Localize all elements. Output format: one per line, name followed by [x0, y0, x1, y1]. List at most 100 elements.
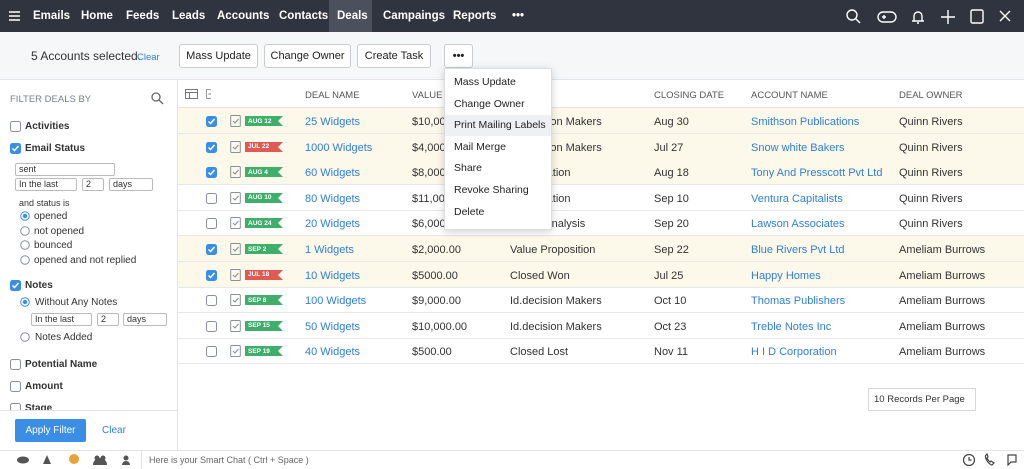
radio[interactable]: [20, 332, 30, 342]
radio-label[interactable]: bounced: [34, 240, 73, 252]
deal-name[interactable]: 40 Widgets: [305, 346, 361, 359]
nav-item[interactable]: Reports: [453, 10, 497, 22]
row-checkbox[interactable]: [206, 346, 217, 358]
nav-item[interactable]: Home: [81, 10, 113, 22]
menu-icon[interactable]: [9, 11, 20, 21]
checkbox[interactable]: [10, 121, 21, 132]
table-row: AUG 460 Widgets$8,000.00QualificationAug…: [178, 159, 1024, 186]
status-label[interactable]: and status is: [19, 198, 70, 208]
menu-item[interactable]: Mass Update: [454, 76, 516, 88]
deal-owner: Quinn Rivers: [899, 116, 963, 128]
deal-name[interactable]: 60 Widgets: [305, 167, 361, 180]
account-name[interactable]: Tony And Presscott Pvt Ltd: [751, 167, 883, 180]
deal-name[interactable]: 1 Widgets: [305, 244, 354, 256]
nav-item[interactable]: Feeds: [126, 10, 160, 22]
radio[interactable]: [20, 225, 30, 236]
row-checkbox[interactable]: [206, 269, 217, 281]
clear-selection[interactable]: Clear: [137, 52, 160, 63]
more-button[interactable]: •••: [444, 44, 473, 68]
filter-option[interactable]: Stage: [25, 403, 53, 414]
radio-label[interactable]: Notes Added: [35, 332, 93, 343]
column-settings[interactable]: [185, 89, 211, 100]
radio[interactable]: [20, 297, 30, 307]
deal-name[interactable]: 1000 Widgets: [305, 141, 373, 154]
unit-select[interactable]: days: [123, 313, 167, 326]
account-name[interactable]: Snow white Bakers: [751, 141, 845, 154]
change-owner-button[interactable]: Change Owner: [264, 44, 351, 68]
status-select[interactable]: sent: [15, 163, 115, 176]
deal-name[interactable]: 100 Widgets: [305, 295, 367, 308]
deal-name[interactable]: 20 Widgets: [305, 218, 361, 231]
nav-item[interactable]: Accounts: [217, 10, 270, 22]
unit-select[interactable]: days: [109, 178, 153, 191]
deal-name[interactable]: 25 Widgets: [305, 116, 361, 128]
period-select[interactable]: In the last: [31, 313, 92, 326]
radio-label[interactable]: Without Any Notes: [35, 297, 118, 308]
row-checkbox[interactable]: [206, 320, 217, 332]
filter-option[interactable]: Notes: [25, 280, 53, 291]
create-task-button[interactable]: Create Task: [357, 44, 431, 68]
menu-item[interactable]: Share: [454, 162, 483, 175]
table-row: AUG 12 25 Widgets $10,000.00 Id.decision Ma…: [178, 108, 1024, 134]
account-name[interactable]: Blue Rivers Pvt Ltd: [751, 244, 845, 256]
radio-label[interactable]: opened: [34, 211, 68, 222]
radio[interactable]: [20, 254, 30, 265]
deal-owner: Ameliam Burrows: [899, 295, 986, 308]
account-name[interactable]: Thomas Publishers: [751, 295, 846, 308]
count-input[interactable]: 2: [82, 178, 104, 191]
mass-update-button[interactable]: Mass Update: [179, 44, 258, 68]
smart-chat[interactable]: Here is your Smart Chat ( Ctrl + Space ): [149, 455, 309, 465]
checkbox[interactable]: [10, 143, 21, 154]
menu-item[interactable]: Change Owner: [454, 97, 525, 110]
menu-item[interactable]: Revoke Sharing: [454, 184, 529, 196]
radio[interactable]: [20, 211, 30, 221]
account-name[interactable]: Ventura Capitalists: [751, 192, 843, 205]
filter-option[interactable]: Activities: [25, 121, 70, 132]
filter-option[interactable]: Potential Name: [25, 359, 98, 370]
row-checkbox[interactable]: [206, 218, 217, 230]
deal-name[interactable]: 80 Widgets: [305, 192, 361, 205]
row-checkbox[interactable]: [206, 192, 217, 204]
filter-option[interactable]: Amount: [25, 381, 63, 392]
closing-date: Jul 27: [654, 141, 684, 154]
filter-search[interactable]: [151, 92, 164, 105]
menu-item[interactable]: Mail Merge: [454, 140, 506, 153]
radio-label[interactable]: opened and not replied: [34, 254, 137, 266]
records-per-page[interactable]: 10 Records Per Page: [868, 388, 976, 411]
account-name[interactable]: Happy Homes: [751, 269, 821, 282]
account-name[interactable]: Lawson Associates: [751, 218, 845, 231]
nav-item[interactable]: •••: [512, 10, 525, 22]
nav-item[interactable]: Emails: [33, 10, 71, 22]
checkbox[interactable]: [10, 280, 21, 291]
row-checkbox[interactable]: [206, 167, 217, 179]
menu-item[interactable]: Delete: [454, 205, 485, 218]
account-name[interactable]: Treble Notes Inc: [751, 320, 832, 333]
account-name[interactable]: Smithson Publications: [751, 116, 860, 128]
deal-name[interactable]: 50 Widgets: [305, 320, 361, 333]
checkbox[interactable]: [10, 359, 21, 370]
row-checkbox[interactable]: [206, 141, 217, 153]
nav-item[interactable]: Campaings: [383, 10, 445, 22]
row-checkbox[interactable]: [206, 244, 217, 255]
menu-item[interactable]: Print Mailing Labels: [445, 115, 551, 137]
apply-filter-button[interactable]: Apply Filter: [15, 419, 86, 442]
row-checkbox[interactable]: [206, 295, 217, 307]
filter-title: FILTER DEALS BY: [10, 94, 92, 105]
nav-item[interactable]: Contacts: [279, 10, 329, 22]
period-select[interactable]: In the last: [15, 178, 77, 191]
deal-value: $9,000.00: [412, 295, 461, 308]
nav-item[interactable]: Leads: [172, 10, 206, 22]
account-name[interactable]: H I D Corporation: [751, 346, 837, 359]
checkbox[interactable]: [10, 381, 21, 392]
filter-option[interactable]: Email Status: [25, 143, 86, 154]
note-icon: [230, 319, 241, 332]
count-input[interactable]: 2: [97, 313, 119, 326]
radio-label[interactable]: not opened: [34, 225, 85, 237]
deal-name[interactable]: 10 Widgets: [305, 269, 361, 282]
radio[interactable]: [20, 240, 30, 250]
closing-date: Sep 10: [654, 192, 689, 205]
clear-filter[interactable]: Clear: [102, 425, 126, 436]
nav-item[interactable]: Deals: [337, 10, 368, 22]
date-tag: SEP 19: [248, 347, 270, 355]
row-checkbox[interactable]: [206, 116, 217, 127]
